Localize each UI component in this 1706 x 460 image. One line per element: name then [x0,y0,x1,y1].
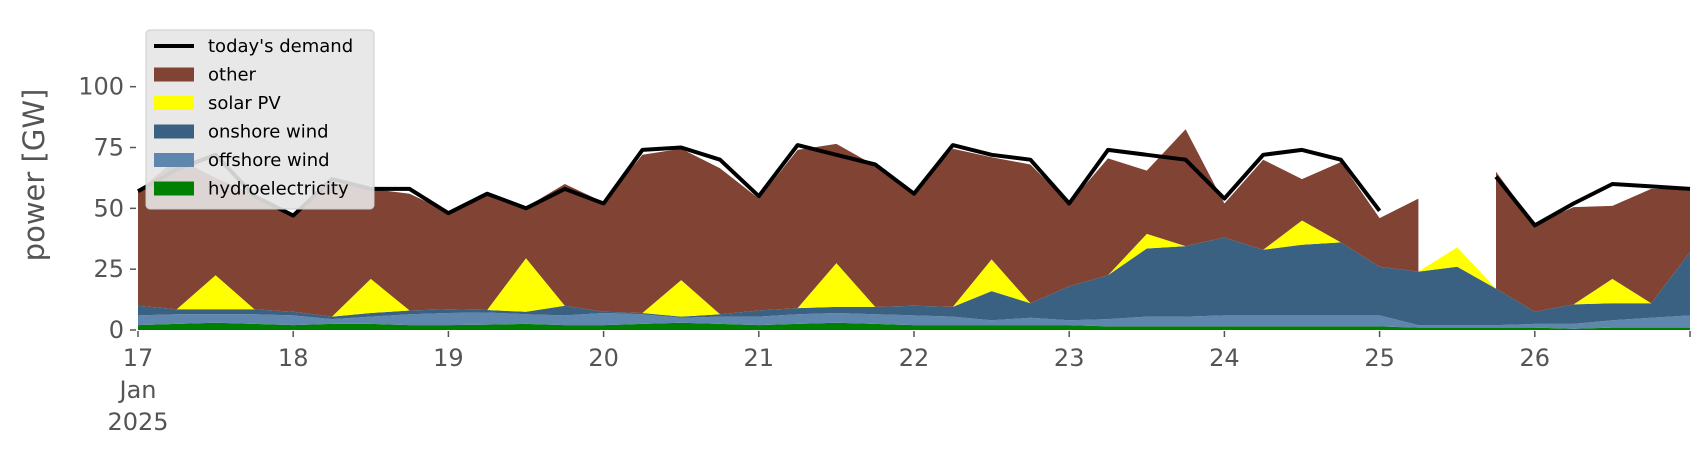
area-solar-PV [138,220,1690,317]
area-onshore-wind [138,237,1690,326]
area-hydroelectricity [138,322,1690,330]
legend-swatch [154,124,194,139]
y-tick-label: 25 [93,255,124,283]
axes: 0 25 50 75 100 17 Jan 2025 18 19 20 21 22 23 24 25 26 [78,73,1691,436]
legend-label: hydroelectricity [208,179,349,200]
x-tick-label: 18 [278,344,309,372]
area-offshore-wind [138,312,1690,329]
x-tick-label: 22 [899,344,930,372]
legend-label: solar PV [208,93,281,114]
legend-label: onshore wind [208,122,329,143]
y-axis-label: power [GW] [17,89,51,262]
stacked-areas [138,129,1690,330]
area-other [1496,171,1690,312]
y-tick-label: 100 [78,73,124,101]
legend-swatch [154,96,194,110]
y-tick-label: 0 [109,316,124,344]
legend-swatch [154,153,194,167]
x-tick-label: 23 [1054,344,1085,372]
legend-box [145,29,375,210]
y-tick-label: 75 [93,134,124,162]
legend-swatch [154,181,194,196]
x-tick-label: 25 [1364,344,1395,372]
x-tick-label: 24 [1209,344,1240,372]
x-tick-label: 26 [1520,344,1551,372]
x-tick-label: 20 [588,344,619,372]
x-tick-label: 17 Jan 2025 [107,344,168,436]
y-tick-label: 50 [93,194,124,222]
area-other [138,129,1419,317]
x-tick-label: 19 [433,344,464,372]
legend: today's demand other solar PV onshore wind o… [145,29,375,210]
legend-label: today's demand [208,36,353,57]
legend-swatch [154,67,194,82]
legend-label: offshore wind [208,150,330,171]
x-tick-label: 21 [744,344,775,372]
legend-label: other [208,65,257,86]
